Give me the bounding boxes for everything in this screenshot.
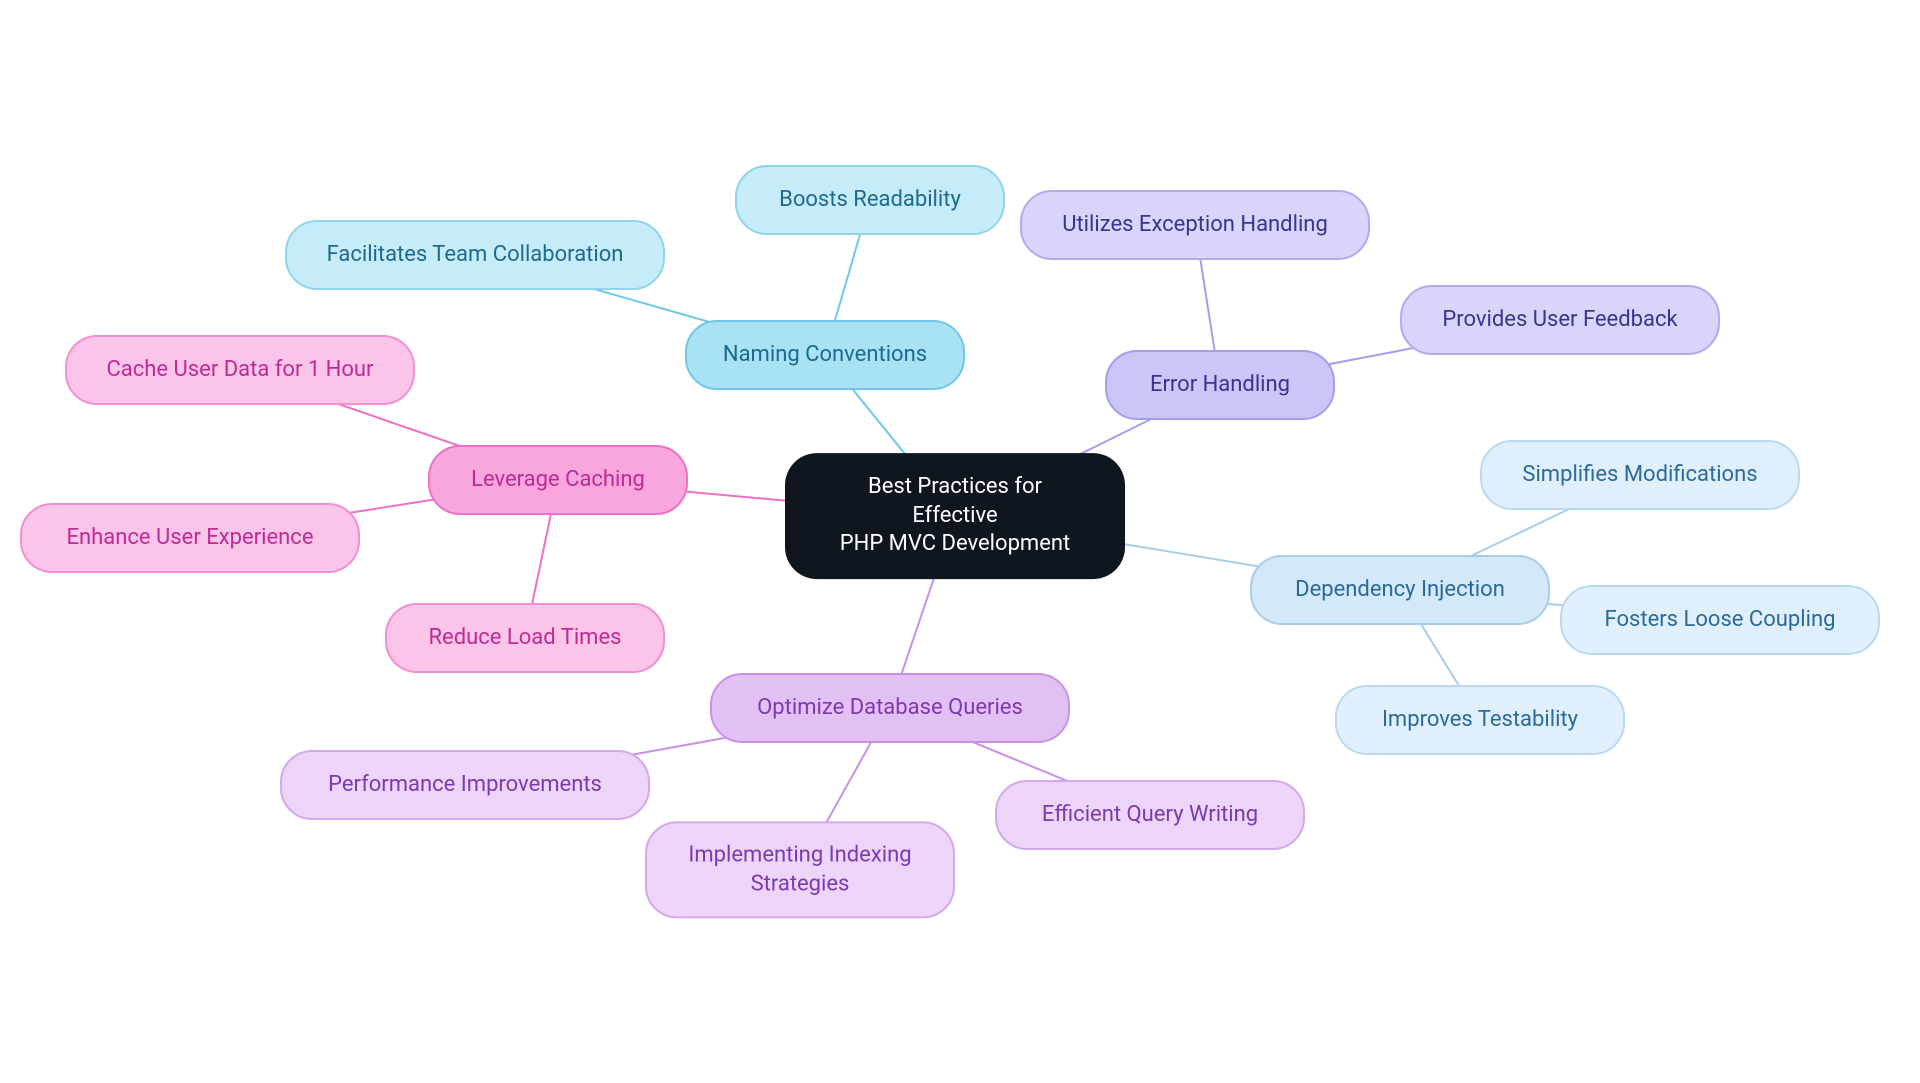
center-node-label: Best Practices for Effective PHP MVC Dev… bbox=[823, 473, 1087, 559]
leaf-db-2-label: Performance Improvements bbox=[328, 771, 602, 800]
branch-di: Dependency Injection bbox=[1250, 555, 1550, 625]
branch-di-label: Dependency Injection bbox=[1295, 576, 1505, 605]
branch-cache: Leverage Caching bbox=[428, 445, 688, 515]
leaf-cache-1: Enhance User Experience bbox=[20, 503, 360, 573]
leaf-cache-1-label: Enhance User Experience bbox=[67, 524, 314, 553]
branch-cache-label: Leverage Caching bbox=[471, 466, 645, 495]
leaf-di-2: Improves Testability bbox=[1335, 685, 1625, 755]
leaf-db-0: Efficient Query Writing bbox=[995, 780, 1305, 850]
leaf-naming-0-label: Boosts Readability bbox=[779, 186, 961, 215]
leaf-naming-0: Boosts Readability bbox=[735, 165, 1005, 235]
leaf-error-1-label: Provides User Feedback bbox=[1442, 306, 1677, 335]
leaf-di-1-label: Fosters Loose Coupling bbox=[1605, 606, 1836, 635]
leaf-di-1: Fosters Loose Coupling bbox=[1560, 585, 1880, 655]
leaf-di-2-label: Improves Testability bbox=[1382, 706, 1578, 735]
leaf-cache-0-label: Cache User Data for 1 Hour bbox=[106, 356, 373, 385]
center-node: Best Practices for Effective PHP MVC Dev… bbox=[785, 453, 1125, 579]
leaf-db-0-label: Efficient Query Writing bbox=[1042, 801, 1258, 830]
leaf-error-1: Provides User Feedback bbox=[1400, 285, 1720, 355]
mindmap-canvas: Best Practices for Effective PHP MVC Dev… bbox=[0, 0, 1920, 1083]
leaf-di-0: Simplifies Modifications bbox=[1480, 440, 1800, 510]
leaf-db-1: Implementing Indexing Strategies bbox=[645, 821, 955, 918]
branch-error-label: Error Handling bbox=[1150, 371, 1290, 400]
leaf-cache-0: Cache User Data for 1 Hour bbox=[65, 335, 415, 405]
branch-naming-label: Naming Conventions bbox=[723, 341, 927, 370]
branch-db-label: Optimize Database Queries bbox=[757, 694, 1023, 723]
leaf-naming-1: Facilitates Team Collaboration bbox=[285, 220, 665, 290]
leaf-error-0: Utilizes Exception Handling bbox=[1020, 190, 1370, 260]
branch-db: Optimize Database Queries bbox=[710, 673, 1070, 743]
leaf-naming-1-label: Facilitates Team Collaboration bbox=[327, 241, 624, 270]
leaf-db-1-label: Implementing Indexing Strategies bbox=[688, 841, 911, 898]
leaf-cache-2-label: Reduce Load Times bbox=[429, 624, 622, 653]
branch-error: Error Handling bbox=[1105, 350, 1335, 420]
leaf-db-2: Performance Improvements bbox=[280, 750, 650, 820]
branch-naming: Naming Conventions bbox=[685, 320, 965, 390]
leaf-cache-2: Reduce Load Times bbox=[385, 603, 665, 673]
leaf-error-0-label: Utilizes Exception Handling bbox=[1062, 211, 1328, 240]
leaf-di-0-label: Simplifies Modifications bbox=[1522, 461, 1757, 490]
